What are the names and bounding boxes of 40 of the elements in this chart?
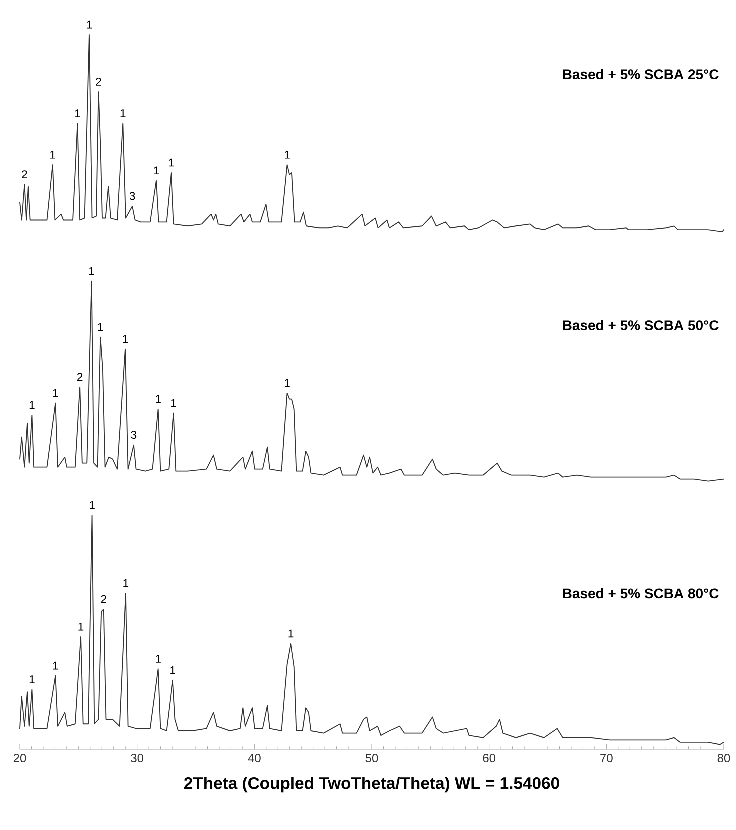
- annotation: 1: [53, 389, 58, 398]
- annotation: 1: [75, 110, 80, 118]
- annotation: 1: [30, 401, 35, 410]
- x-axis-title: 2Theta (Coupled TwoTheta/Theta) WL = 1.54060: [184, 777, 560, 793]
- annotation: 1: [120, 110, 126, 118]
- annotation: 3: [130, 192, 136, 200]
- annotation: 1: [169, 158, 174, 167]
- annotation: 1: [172, 399, 176, 408]
- annotation: 2: [96, 78, 102, 86]
- x-tick-label: 50: [366, 754, 378, 763]
- annotation: 1: [78, 622, 84, 631]
- annotation: 1: [30, 676, 35, 684]
- text: Based + 5% SCBA 25°C: [563, 69, 719, 80]
- annotation: 1: [284, 379, 290, 388]
- annotation: 1: [53, 662, 58, 670]
- annotation: 3: [131, 431, 137, 440]
- text: Based + 5% SCBA 80°C: [563, 588, 719, 599]
- annotation: 1: [123, 335, 128, 344]
- annotation: 1: [284, 150, 290, 159]
- x-tick-label: 80: [718, 754, 730, 763]
- annotation: 1: [154, 166, 160, 175]
- annotation: 1: [288, 630, 294, 638]
- x-tick-label: 30: [131, 754, 144, 763]
- annotation: 2: [101, 595, 106, 604]
- text: Based + 5% SCBA 50°C: [563, 320, 719, 330]
- annotation: 2: [22, 170, 28, 178]
- annotation: 1: [87, 20, 92, 29]
- annotation: 1: [50, 150, 56, 159]
- annotation: 1: [90, 267, 94, 276]
- x-tick-label: 20: [14, 754, 26, 763]
- annotation: 1: [98, 323, 104, 332]
- x-tick-label: 60: [483, 754, 496, 763]
- x-tick-label: 70: [600, 754, 613, 763]
- annotation: 1: [156, 395, 161, 404]
- annotation: 1: [124, 579, 129, 588]
- annotation: 1: [90, 501, 95, 510]
- annotation: 1: [170, 666, 176, 674]
- x-tick-label: 40: [248, 754, 261, 763]
- annotation: 2: [77, 373, 83, 382]
- annotation: 1: [156, 655, 161, 663]
